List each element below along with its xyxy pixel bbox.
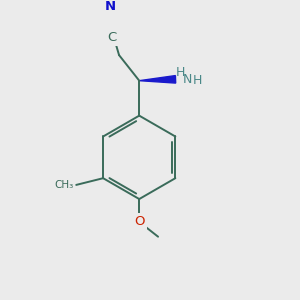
Text: N: N	[183, 73, 192, 86]
Text: H: H	[193, 74, 202, 87]
Text: C: C	[108, 31, 117, 44]
Polygon shape	[139, 76, 176, 83]
Text: H: H	[176, 66, 185, 79]
Text: N: N	[105, 0, 116, 13]
Text: O: O	[134, 215, 145, 228]
Text: CH₃: CH₃	[55, 180, 74, 190]
